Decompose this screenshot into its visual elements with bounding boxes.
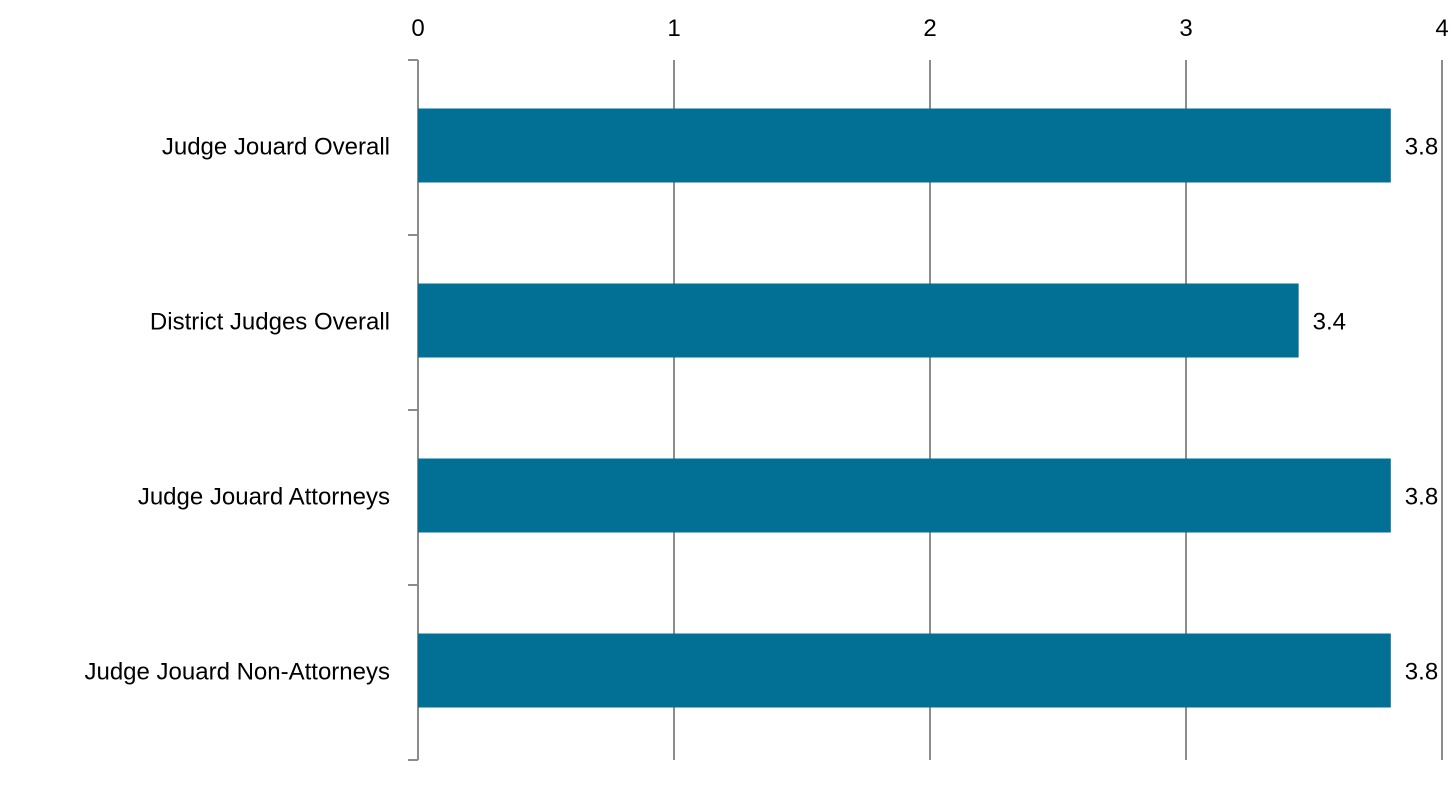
data-label: 3.8 [1405, 659, 1438, 686]
category-labels: Judge Jouard Overall District Judges Over… [84, 134, 390, 686]
x-axis-ticks: 0 1 2 3 4 [411, 15, 1448, 42]
category-label: Judge Jouard Non-Attorneys [84, 659, 390, 686]
category-label: Judge Jouard Overall [162, 134, 390, 161]
data-label: 3.8 [1405, 484, 1438, 511]
bar-3 [418, 458, 1391, 533]
data-label: 3.4 [1313, 309, 1346, 336]
category-label: Judge Jouard Attorneys [138, 484, 390, 511]
bar-4 [418, 633, 1391, 708]
bar-2 [418, 283, 1299, 358]
x-tick-label: 0 [411, 15, 424, 42]
data-label: 3.8 [1405, 134, 1438, 161]
x-tick-label: 3 [1179, 15, 1192, 42]
value-labels: 3.8 3.4 3.8 3.8 [1313, 134, 1439, 686]
bars [418, 108, 1391, 708]
bar-1 [418, 108, 1391, 183]
x-tick-label: 2 [923, 15, 936, 42]
category-label: District Judges Overall [150, 309, 390, 336]
x-tick-label: 4 [1435, 15, 1448, 42]
x-tick-label: 1 [667, 15, 680, 42]
